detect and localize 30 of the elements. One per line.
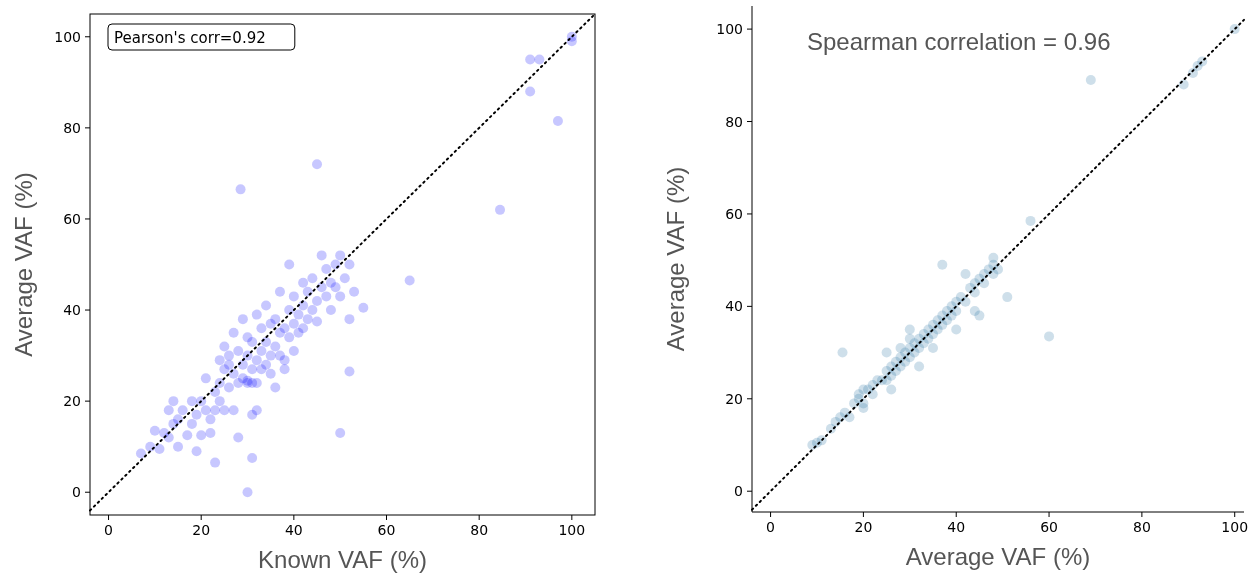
y-tick-label: 100 (54, 28, 81, 45)
x-tick-label: 20 (192, 522, 211, 538)
x-axis-title: Known VAF (%) (258, 546, 427, 573)
x-tick-label: 60 (377, 522, 396, 538)
y-axis-title: Average VAF (%) (662, 166, 689, 352)
annotation: Pearson's corr=0.92 (114, 29, 266, 47)
x-tick-label: 40 (947, 519, 966, 535)
x-tick-label: 20 (854, 519, 873, 535)
y-tick-label: 80 (725, 113, 743, 130)
x-tick-label: 80 (1132, 519, 1151, 535)
annotation: Spearman correlation = 0.96 (807, 28, 1111, 55)
y-tick-label: 20 (63, 393, 81, 410)
y-axis-title: Average VAF (%) (10, 172, 37, 357)
y-tick-label: 60 (63, 210, 81, 227)
y-tick-label: 40 (63, 302, 81, 319)
y-tick-label: 20 (725, 390, 743, 407)
x-tick-label: 100 (1221, 519, 1249, 535)
x-axis-title: Average VAF (%) (905, 543, 1091, 570)
y-tick-label: 100 (716, 21, 743, 38)
y-tick-label: 0 (734, 483, 743, 500)
x-tick-label: 80 (470, 522, 489, 538)
x-tick-label: 40 (284, 522, 303, 538)
x-tick-label: 0 (766, 519, 776, 535)
y-tick-label: 0 (72, 484, 81, 501)
x-tick-label: 0 (104, 522, 113, 538)
x-tick-label: 100 (558, 522, 586, 538)
y-tick-label: 60 (725, 205, 743, 222)
y-tick-label: 80 (63, 119, 81, 136)
x-tick-label: 60 (1040, 519, 1058, 535)
y-tick-label: 40 (725, 298, 743, 315)
